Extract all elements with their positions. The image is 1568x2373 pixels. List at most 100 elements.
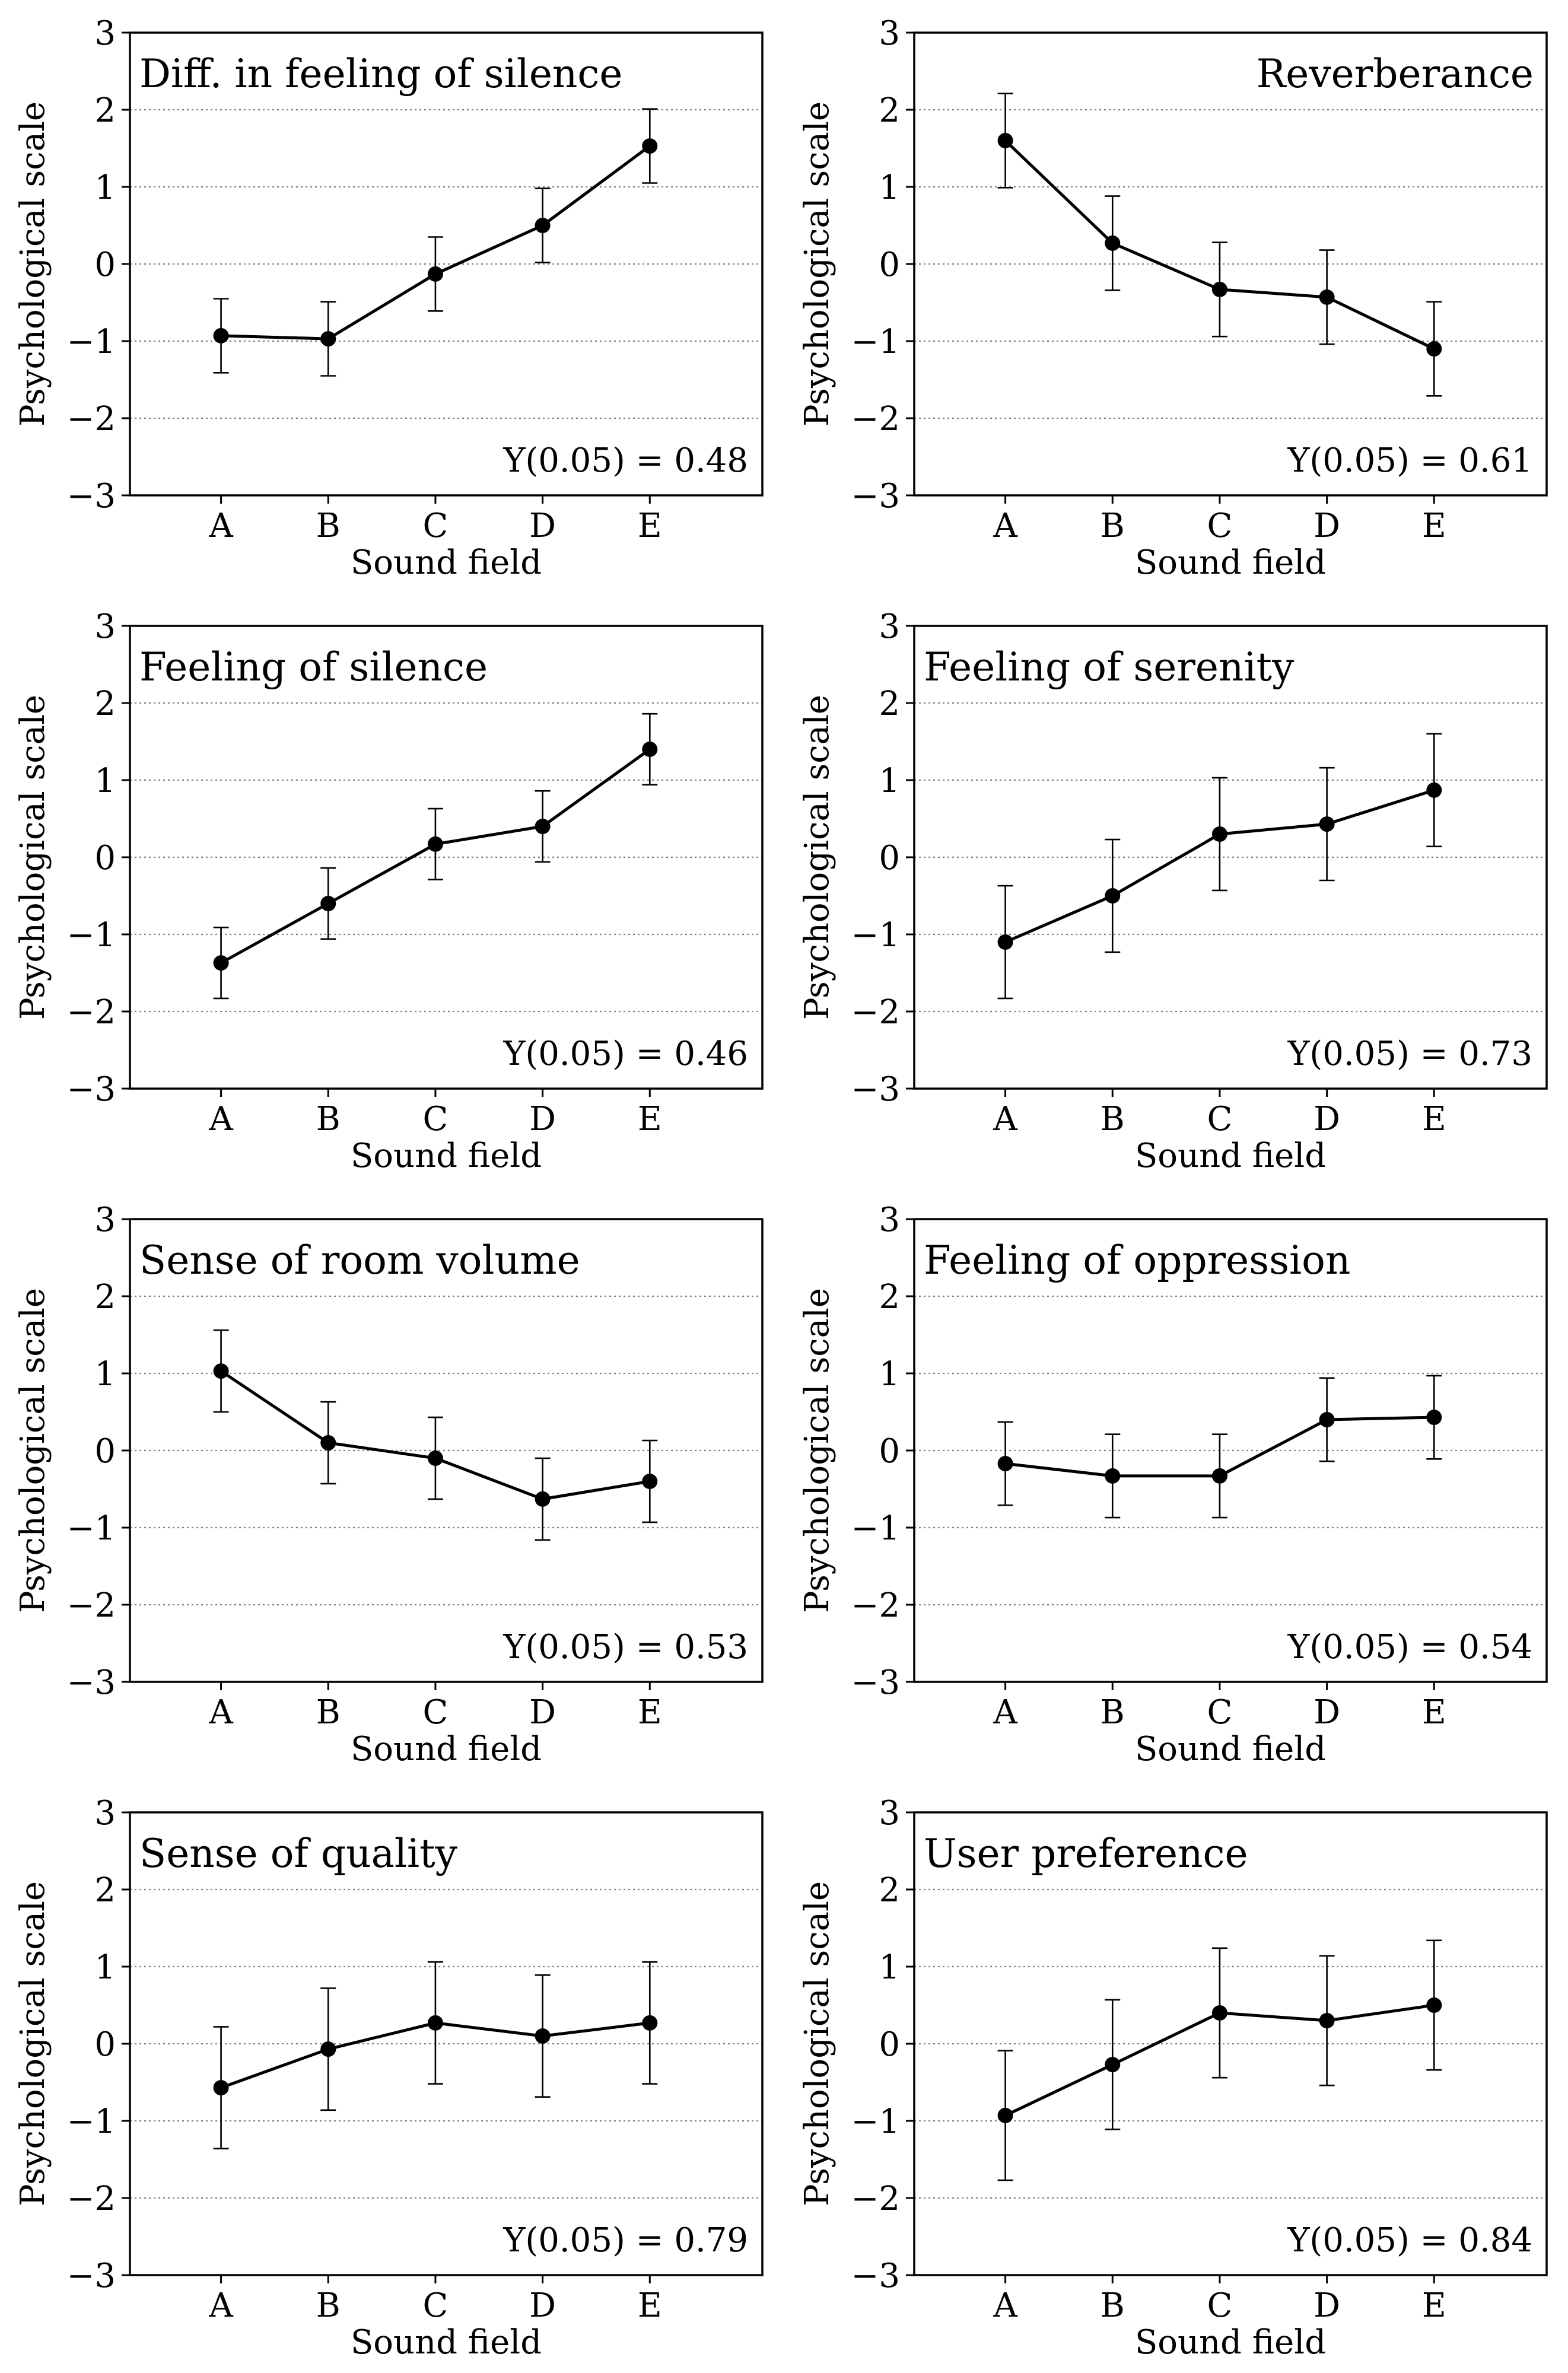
y-tick-label: −2 — [66, 993, 116, 1032]
stat-note: Y(0.05) = 0.84 — [1287, 2221, 1532, 2260]
subplot-3: 3 2 1 0 −1 −2 −3 A B C D E Sound field Psychological … — [14, 607, 764, 1175]
y-tick-label: −1 — [66, 916, 116, 955]
data-point — [427, 266, 443, 282]
panel-title: Feeling of oppression — [924, 1238, 1350, 1283]
y-tick-label: −3 — [851, 1663, 900, 1702]
data-point — [1426, 782, 1442, 798]
x-tick-label: C — [1207, 1100, 1233, 1138]
data-point — [1319, 2013, 1335, 2028]
y-tick-label: 2 — [94, 1278, 116, 1316]
x-tick-label: B — [1101, 507, 1125, 545]
y-tick-label: 1 — [94, 1355, 116, 1394]
x-axis-label: Sound field — [1135, 543, 1326, 582]
data-point — [427, 1450, 443, 1466]
data-point — [427, 836, 443, 852]
x-axis-label: Sound field — [1135, 1137, 1326, 1175]
x-tick-label: D — [529, 2286, 556, 2325]
y-axis-label: Psychological scale — [14, 1288, 52, 1613]
y-tick-label: 2 — [94, 1871, 116, 1910]
data-point — [1319, 1412, 1335, 1427]
data-point — [1105, 1468, 1121, 1484]
y-tick-label: 0 — [879, 2025, 900, 2064]
y-tick-label: −2 — [66, 2180, 116, 2218]
data-point — [642, 1474, 658, 1489]
x-axis-label: Sound field — [351, 1730, 542, 1768]
data-point — [535, 218, 551, 233]
y-tick-label: 3 — [94, 1201, 116, 1239]
data-point — [1105, 888, 1121, 904]
y-tick-label: 3 — [879, 14, 900, 53]
x-tick-label: A — [993, 2286, 1017, 2325]
x-tick-label: E — [638, 1693, 662, 1732]
plot-frame — [913, 625, 1548, 1090]
y-tick-label: −2 — [851, 400, 900, 438]
y-axis-label: Psychological scale — [798, 101, 837, 427]
subplot-2: 3 2 1 0 −1 −2 −3 A B C D E Sound field Psychological … — [798, 14, 1548, 582]
x-tick-label: D — [529, 507, 556, 545]
stat-note: Y(0.05) = 0.46 — [502, 1035, 748, 1073]
y-tick-label: 1 — [879, 1355, 900, 1394]
y-tick-label: 1 — [94, 1948, 116, 1987]
x-tick-label: D — [1313, 1693, 1340, 1732]
plot-frame — [129, 31, 764, 497]
x-tick-label: B — [1101, 1100, 1125, 1138]
data-point — [1426, 1997, 1442, 2013]
y-tick-label: 3 — [879, 1794, 900, 1833]
x-tick-label: C — [423, 1100, 449, 1138]
x-tick-label: D — [529, 1100, 556, 1138]
stat-note: Y(0.05) = 0.73 — [1287, 1035, 1532, 1073]
y-tick-label: −2 — [851, 993, 900, 1032]
y-tick-label: 0 — [879, 839, 900, 877]
y-tick-label: 3 — [879, 1201, 900, 1239]
panel-title: User preference — [924, 1831, 1248, 1876]
x-tick-label: B — [1101, 2286, 1125, 2325]
y-tick-label: 0 — [94, 246, 116, 284]
data-point — [213, 955, 229, 971]
data-point — [1105, 235, 1121, 251]
x-tick-label: E — [638, 2286, 662, 2325]
x-tick-label: B — [316, 2286, 341, 2325]
stat-note: Y(0.05) = 0.61 — [1287, 441, 1532, 480]
x-tick-label: E — [638, 1100, 662, 1138]
data-point — [997, 133, 1013, 148]
x-tick-label: B — [316, 507, 341, 545]
y-tick-label: −3 — [66, 2257, 116, 2295]
data-point — [535, 1491, 551, 1507]
data-point — [213, 1363, 229, 1379]
x-tick-label: C — [1207, 1693, 1233, 1732]
y-tick-label: −1 — [851, 323, 900, 361]
y-tick-label: 1 — [879, 1948, 900, 1987]
y-axis-label: Psychological scale — [14, 101, 52, 427]
y-tick-label: −1 — [851, 916, 900, 955]
data-point — [320, 2041, 336, 2057]
data-point — [1211, 281, 1227, 297]
x-axis-label: Sound field — [351, 1137, 542, 1175]
y-tick-label: −2 — [66, 1586, 116, 1625]
x-tick-label: A — [208, 507, 233, 545]
data-point — [997, 934, 1013, 950]
x-tick-label: E — [1422, 1100, 1446, 1138]
x-tick-label: B — [316, 1693, 341, 1732]
subplot-6: 3 2 1 0 −1 −2 −3 A B C D E Sound field Psychological … — [798, 1201, 1548, 1768]
y-tick-label: −1 — [851, 1509, 900, 1548]
x-tick-label: D — [1313, 507, 1340, 545]
data-point — [997, 2107, 1013, 2123]
y-axis-label: Psychological scale — [798, 1881, 837, 2206]
data-point — [213, 327, 229, 343]
data-point — [535, 819, 551, 834]
x-tick-label: D — [529, 1693, 556, 1732]
subplot-8: 3 2 1 0 −1 −2 −3 A B C D E Sound field Psychological … — [798, 1794, 1548, 2362]
y-tick-label: 3 — [879, 607, 900, 646]
y-axis-label: Psychological scale — [14, 1881, 52, 2206]
data-point — [1211, 826, 1227, 842]
y-axis-label: Psychological scale — [798, 1288, 837, 1613]
y-tick-label: −1 — [66, 323, 116, 361]
x-axis-label: Sound field — [351, 2323, 542, 2362]
x-axis-label: Sound field — [1135, 2323, 1326, 2362]
x-tick-label: E — [1422, 2286, 1446, 2325]
data-point — [997, 1456, 1013, 1472]
x-tick-label: E — [1422, 507, 1446, 545]
x-tick-label: B — [316, 1100, 341, 1138]
y-tick-label: 3 — [94, 607, 116, 646]
panel-title: Feeling of serenity — [924, 644, 1295, 690]
